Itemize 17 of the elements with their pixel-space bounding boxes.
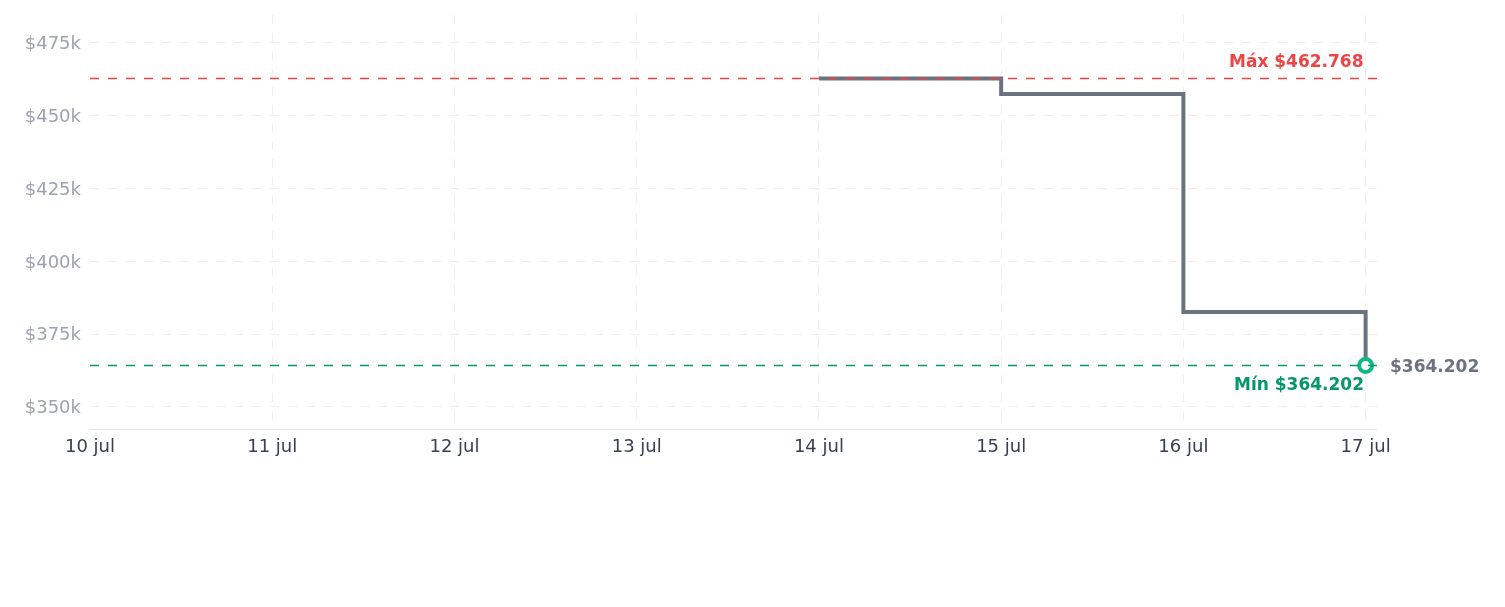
ref-line-label: Mín $364.202 xyxy=(1234,374,1365,394)
y-tick-label: $350k xyxy=(24,396,82,418)
y-tick-label: $375k xyxy=(24,323,82,345)
x-tick-label: 11 jul xyxy=(247,434,298,456)
y-tick-label: $450k xyxy=(24,105,82,127)
y-tick-label: $400k xyxy=(24,250,82,272)
x-tick-label: 16 jul xyxy=(1158,434,1209,456)
annotation: $364.202 xyxy=(1390,356,1480,376)
y-tick-label: $425k xyxy=(24,177,82,199)
x-tick-label: 10 jul xyxy=(64,434,116,456)
x-tick-label: 12 jul xyxy=(429,434,480,456)
x-tick-label: 14 jul xyxy=(793,434,844,456)
ref-line-label: Máx $462.768 xyxy=(1229,51,1364,71)
x-tick-label: 17 jul xyxy=(1340,434,1391,456)
y-tick-label: $475k xyxy=(24,32,82,54)
x-tick-label: 15 jul xyxy=(976,434,1027,456)
x-tick-label: 13 jul xyxy=(611,434,662,456)
